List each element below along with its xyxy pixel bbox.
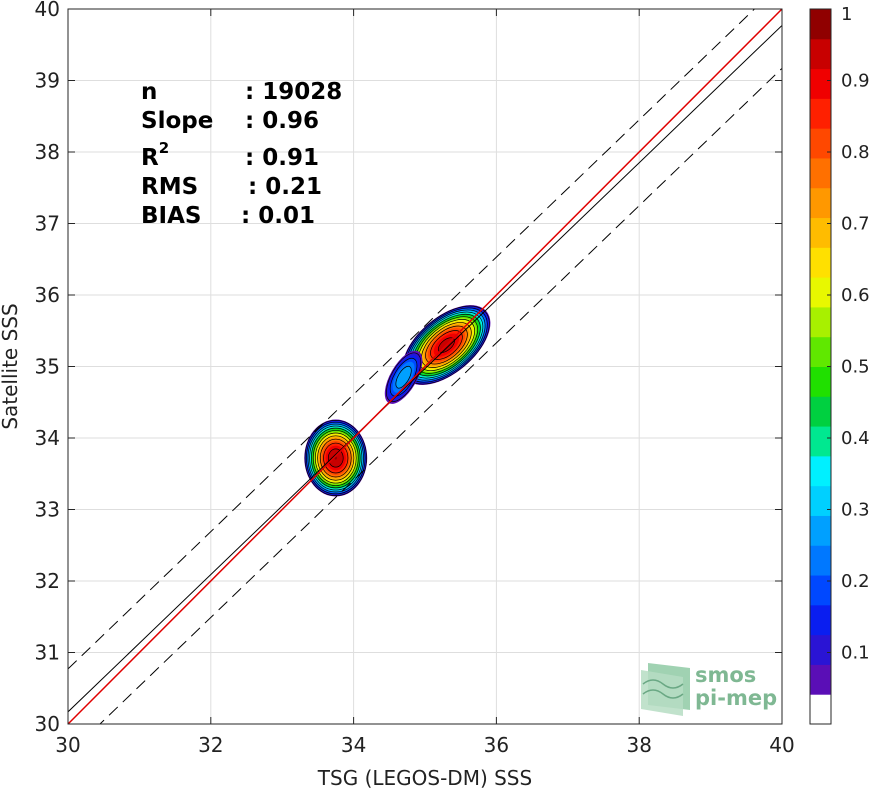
colorbar-segment bbox=[810, 277, 831, 308]
colorbar-segment bbox=[810, 455, 831, 487]
y-axis-ticks: 30 31 32 33 34 35 36 37 38 39 40 bbox=[35, 0, 782, 736]
y-tick-label: 37 bbox=[35, 212, 60, 236]
stat-value-r: : 0.91 bbox=[245, 145, 319, 171]
colorbar-tick-label: 0.7 bbox=[841, 214, 870, 235]
colorbar-tick-label: 0.5 bbox=[841, 357, 870, 378]
density-cluster-3 bbox=[384, 350, 423, 404]
x-tick-label: 34 bbox=[341, 733, 366, 757]
density-level bbox=[395, 365, 412, 389]
colorbar-segment bbox=[810, 545, 831, 576]
x-tick-label: 32 bbox=[198, 733, 223, 757]
density-cluster-1 bbox=[304, 419, 368, 497]
stat-value-slope: : 0.96 bbox=[245, 108, 319, 134]
y-tick-label: 39 bbox=[35, 69, 60, 93]
stat-label-slope: Slope bbox=[141, 108, 213, 134]
colorbar-segment bbox=[810, 217, 831, 248]
upper-bound-dashed-line bbox=[68, 9, 756, 670]
x-tick-label: 40 bbox=[769, 733, 794, 757]
colorbar-tick-label: 0.9 bbox=[841, 71, 870, 92]
stat-label-r: R2 bbox=[141, 139, 169, 171]
colorbar-tick-label: 0.2 bbox=[841, 571, 870, 592]
colorbar-segment bbox=[810, 98, 831, 129]
x-axis-title: TSG (LEGOS-DM) SSS bbox=[317, 766, 532, 790]
y-tick-label: 35 bbox=[35, 355, 60, 379]
y-tick-label: 36 bbox=[35, 283, 60, 307]
colorbar-tick-label: 1 bbox=[841, 4, 852, 25]
identity-line bbox=[68, 9, 782, 724]
stats-annotation: n : 19028 Slope : 0.96 R2 : 0.91 RMS : 0.21 BIAS… bbox=[141, 79, 342, 229]
lower-bound-dashed-line bbox=[99, 67, 782, 724]
stat-value-n: : 19028 bbox=[245, 79, 342, 105]
y-tick-label: 38 bbox=[35, 140, 60, 164]
colorbar-segment bbox=[810, 694, 831, 725]
y-tick-label: 31 bbox=[35, 641, 60, 665]
colorbar-tick-label: 0.8 bbox=[841, 142, 870, 163]
colorbar-segment bbox=[810, 306, 831, 338]
colorbar-segment bbox=[810, 157, 831, 189]
x-tick-label: 38 bbox=[626, 733, 651, 757]
colorbar: 0.1 0.2 0.3 0.4 0.5 0.6 0.7 0.8 0.9 1 bbox=[809, 4, 870, 725]
colorbar-segment bbox=[810, 426, 831, 457]
stat-label-text: R bbox=[141, 145, 159, 171]
stat-label-text: BIAS bbox=[141, 203, 201, 229]
colorbar-segment bbox=[810, 187, 831, 219]
x-tick-label: 36 bbox=[484, 733, 509, 757]
colorbar-segment bbox=[810, 575, 831, 606]
colorbar-segment bbox=[810, 634, 831, 665]
colorbar-segment bbox=[810, 366, 831, 397]
logo-wave-line bbox=[642, 689, 684, 699]
x-axis-ticks: 30 32 34 36 38 40 bbox=[55, 9, 795, 757]
stat-label-text: n bbox=[141, 79, 157, 105]
y-tick-label: 30 bbox=[35, 712, 60, 736]
colorbar-segment bbox=[810, 485, 831, 516]
logo-wave-line bbox=[642, 679, 684, 689]
colorbar-segment bbox=[810, 664, 831, 695]
logo-text-smos: smos bbox=[695, 663, 756, 687]
stat-label-superscript: 2 bbox=[159, 139, 169, 157]
stat-value-bias: : 0.01 bbox=[241, 203, 315, 229]
y-tick-label: 32 bbox=[35, 569, 60, 593]
colorbar-tick-label: 0.3 bbox=[841, 500, 870, 521]
stat-value-rms: : 0.21 bbox=[248, 174, 322, 200]
colorbar-tick-label: 0.1 bbox=[841, 643, 870, 664]
colorbar-tick-label: 0.6 bbox=[841, 285, 870, 306]
y-axis-title: Satellite SSS bbox=[0, 303, 22, 429]
x-tick-label: 30 bbox=[55, 733, 80, 757]
colorbar-segment bbox=[810, 396, 831, 427]
colorbar-segment bbox=[810, 38, 831, 70]
stat-label-rms: RMS bbox=[141, 174, 198, 200]
colorbar-segment bbox=[810, 128, 831, 159]
colorbar-segment bbox=[810, 515, 831, 546]
colorbar-segment bbox=[810, 68, 831, 99]
colorbar-tick-label: 0.4 bbox=[841, 428, 870, 449]
logo-text-pi-mep: pi-mep bbox=[695, 686, 777, 710]
y-tick-label: 33 bbox=[35, 498, 60, 522]
colorbar-segment bbox=[810, 604, 831, 636]
colorbar-segment bbox=[810, 247, 831, 278]
y-tick-label: 40 bbox=[35, 0, 60, 21]
reference-lines bbox=[68, 9, 782, 724]
y-tick-label: 34 bbox=[35, 426, 60, 450]
colorbar-segment bbox=[810, 9, 831, 40]
stat-label-text: Slope bbox=[141, 108, 213, 134]
colorbar-segment bbox=[810, 336, 831, 367]
stat-label-text: RMS bbox=[141, 174, 198, 200]
grid-lines bbox=[67, 8, 783, 725]
stat-label-n: n bbox=[141, 79, 157, 105]
regression-fit-line bbox=[68, 25, 782, 713]
stat-label-bias: BIAS bbox=[141, 203, 201, 229]
